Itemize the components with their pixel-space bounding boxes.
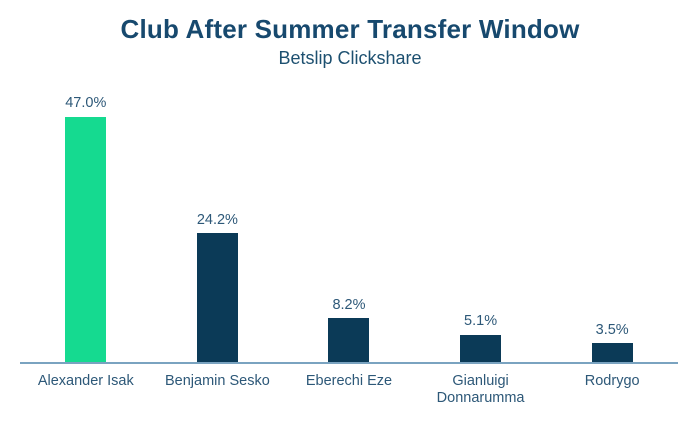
chart-title: Club After Summer Transfer Window xyxy=(120,14,580,44)
bar xyxy=(328,318,370,362)
bar-chart: 47.0% 24.2% 8.2% 5.1% 3.5% Alexander Isak Ben… xyxy=(20,96,678,406)
x-tick-label: Alexander Isak xyxy=(37,373,134,389)
bar-value-label: 5.1% xyxy=(464,313,498,330)
bar-slot: 5.1% xyxy=(415,96,547,362)
bar-slot: 3.5% xyxy=(546,96,678,362)
x-axis-labels: Alexander Isak Benjamin Sesko Eberechi Eze… xyxy=(20,364,678,406)
x-tick-label: Rodrygo xyxy=(584,373,640,389)
bar xyxy=(196,233,238,362)
bar-slot: 47.0% xyxy=(20,96,152,362)
bar-value-label: 24.2% xyxy=(196,211,238,228)
x-tick-label: Eberechi Eze xyxy=(305,373,393,389)
bar-value-label: 47.0% xyxy=(65,95,107,111)
bar-value-label: 8.2% xyxy=(332,296,366,313)
plot-area: 47.0% 24.2% 8.2% 5.1% 3.5% xyxy=(20,96,678,364)
chart-subtitle: Betslip Clickshare xyxy=(278,48,422,69)
bar xyxy=(65,116,107,362)
bar xyxy=(591,343,633,362)
bar-value-label: 3.5% xyxy=(595,321,629,338)
bar-slot: 24.2% xyxy=(152,96,284,362)
bar xyxy=(460,334,502,362)
x-tick-label: Benjamin Sesko xyxy=(165,373,270,389)
chart-header: Club After Summer Transfer Window Betsli… xyxy=(0,14,700,71)
x-tick-label: Gianluigi Donnarumma xyxy=(436,373,525,406)
bar-slot: 8.2% xyxy=(283,96,415,362)
